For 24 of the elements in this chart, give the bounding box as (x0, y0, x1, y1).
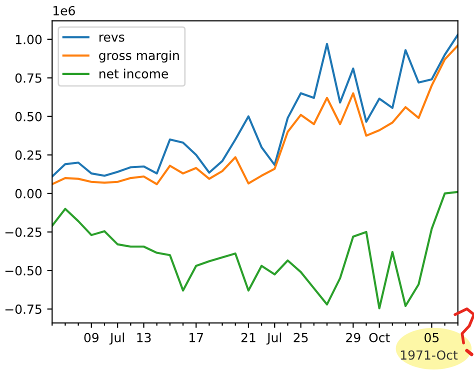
x-tick-label: Jul (109, 332, 124, 345)
legend-label: gross margin (99, 50, 179, 63)
y-tick-label: 1.00 (16, 34, 42, 44)
x-tick-label: 05 (424, 332, 439, 342)
y-tick-label: 0.00 (15, 188, 42, 198)
text: 1e6 (54, 6, 75, 16)
x-tick-label: 21 (241, 332, 256, 342)
x-tick-label: Oct (369, 332, 390, 342)
x-tick-label: Jul (266, 332, 282, 345)
x-tick-label: 09 (84, 332, 98, 342)
x-tick-label: 13 (137, 332, 151, 342)
y-tick-label: −0.25 (5, 227, 42, 237)
line-series (52, 190, 458, 310)
x-tick-label: 17 (190, 333, 203, 342)
text: 1971-Oct (400, 350, 458, 360)
y-tick-label: −0.75 (5, 304, 42, 314)
y-tick-label: −0.50 (5, 266, 42, 276)
y-tick-label: 0.25 (15, 150, 42, 160)
y-tick-label: 0.50 (15, 112, 42, 122)
x-tick-label: 29 (346, 332, 360, 342)
legend-label: net income (100, 68, 168, 78)
y-tick-label: 0.75 (15, 73, 42, 83)
legend-label: revs (100, 34, 124, 42)
x-tick-label: 25 (294, 332, 308, 342)
